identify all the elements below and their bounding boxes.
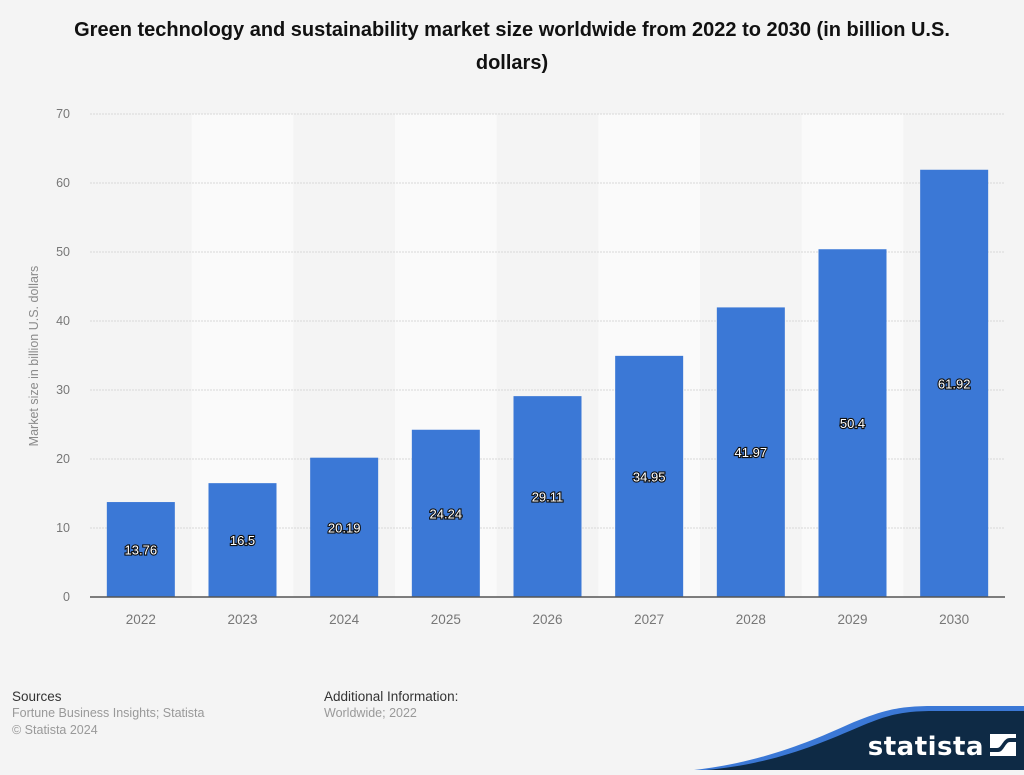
x-tick-label: 2026 [532,612,562,627]
sources-heading: Sources [12,689,62,704]
y-tick-label: 70 [56,107,70,121]
y-tick-label: 20 [56,452,70,466]
x-tick-label: 2024 [329,612,360,627]
y-tick-label: 50 [56,245,70,259]
sources-section: Sources Fortune Business Insights; Stati… [12,688,204,739]
bar-2027[interactable] [615,355,684,597]
y-tick-label: 10 [56,521,70,535]
bar-2030[interactable] [920,169,989,597]
value-label: 61.92 [938,376,971,391]
additional-info-heading: Additional Information: [324,689,459,704]
statista-brand-banner[interactable]: statista [694,700,1024,770]
chart-title: Green technology and sustainability mark… [74,19,950,74]
x-axis-ticks: 2022 2023 2024 2025 2026 2027 2028 2029 2030 [126,612,969,627]
brand-wave [694,706,1024,770]
y-axis-ticks: 0 10 20 30 40 50 60 70 [56,107,70,604]
value-label: 16.5 [230,533,255,548]
copyright-text: © Statista 2024 [12,723,98,737]
bar-2025[interactable] [411,429,480,597]
y-tick-label: 0 [63,590,70,604]
bar-2026[interactable] [513,396,582,597]
bar-2028[interactable] [716,307,785,597]
value-label: 41.97 [735,445,768,460]
x-tick-label: 2025 [431,612,461,627]
value-label: 50.4 [840,416,865,431]
bar-2029[interactable] [818,249,887,598]
x-tick-label: 2028 [736,612,766,627]
x-tick-label: 2027 [634,612,664,627]
statista-wordmark: statista [867,732,984,762]
bar-2022[interactable] [106,502,175,597]
value-labels: 13.76 16.5 20.19 24.24 29.11 34.95 41.97 50.4 61… [123,375,971,558]
x-tick-label: 2030 [939,612,969,627]
y-tick-label: 60 [56,176,70,190]
x-tick-label: 2023 [227,612,257,627]
bar-2024[interactable] [310,457,379,597]
y-tick-label: 30 [56,383,70,397]
value-label: 20.19 [328,520,361,535]
additional-info-text: Worldwide; 2022 [324,706,417,720]
value-label: 24.24 [430,506,463,521]
bar-2023[interactable] [208,483,277,597]
bars [106,169,989,598]
sources-text[interactable]: Fortune Business Insights; Statista [12,706,205,720]
y-axis-title: Market size in billion U.S. dollars [27,266,41,447]
statista-logo-icon [990,734,1016,756]
value-label: 29.11 [532,490,564,505]
value-label: 34.95 [633,469,666,484]
value-label: 13.76 [125,543,158,558]
x-tick-label: 2022 [126,612,156,627]
y-tick-label: 40 [56,314,70,328]
additional-info-section: Additional Information: Worldwide; 2022 [324,688,458,722]
x-tick-label: 2029 [837,612,867,627]
